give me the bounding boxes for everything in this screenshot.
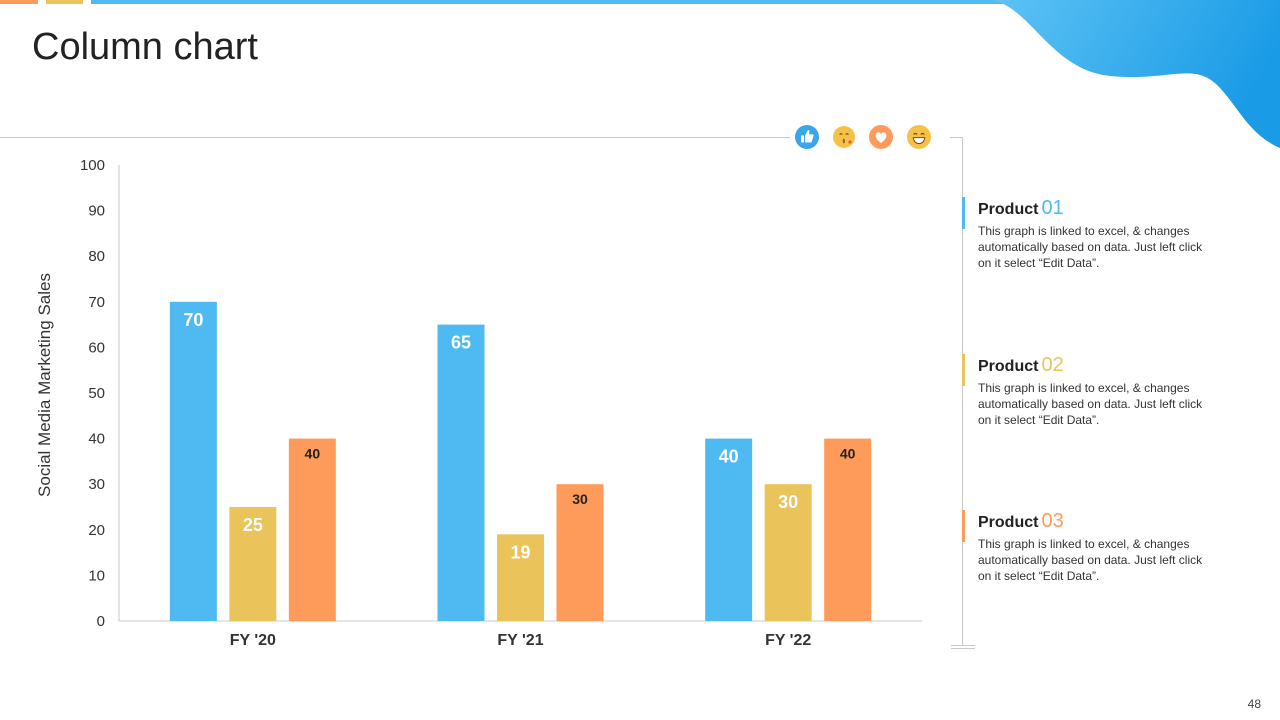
legend-number: 01 [1041, 197, 1064, 219]
x-axis-ticks: FY '20 FY '21 FY '22 [230, 632, 812, 649]
bar [705, 438, 753, 621]
legend-number: 02 [1041, 354, 1064, 376]
bar [497, 534, 544, 621]
divider-base-mark [951, 645, 975, 646]
y-tick-label: 90 [88, 203, 105, 220]
legend-heading: Product 03 [978, 510, 1064, 533]
divider-base-mark [951, 648, 975, 649]
bar [824, 438, 872, 621]
page-title: Column chart [32, 26, 258, 68]
bar-value-label: 65 [451, 333, 471, 353]
y-axis-ticks: 0 10 20 30 40 50 60 70 80 90 100 [80, 157, 105, 630]
bar-value-label: 30 [778, 492, 798, 512]
header-separator [0, 137, 962, 138]
accent-segment-blue [91, 0, 1280, 4]
bar [556, 484, 604, 621]
y-tick-label: 30 [88, 476, 105, 493]
page-number: 48 [1247, 697, 1261, 711]
data-labels: 70 25 40 65 19 30 40 30 40 [183, 310, 855, 563]
legend-label: Product [978, 514, 1039, 531]
y-tick-label: 10 [88, 567, 105, 584]
y-tick-label: 50 [88, 385, 105, 402]
bar-value-label: 40 [305, 446, 321, 462]
legend-description: This graph is linked to excel, & changes… [978, 224, 1203, 270]
y-tick-label: 60 [88, 339, 105, 356]
y-tick-label: 40 [88, 431, 105, 448]
x-tick-label: FY '20 [230, 632, 276, 649]
bar [437, 324, 485, 621]
x-tick-label: FY '21 [497, 632, 543, 649]
bar [169, 301, 217, 621]
bar-series [169, 301, 872, 621]
reaction-icons [790, 122, 950, 152]
legend-color-bar [962, 354, 965, 386]
legend-heading: Product 02 [978, 354, 1064, 377]
y-tick-label: 20 [88, 522, 105, 539]
kiss-emoji-icon [833, 126, 855, 148]
y-tick-label: 0 [97, 613, 105, 630]
legend-divider-line [962, 137, 963, 645]
legend-description: This graph is linked to excel, & changes… [978, 537, 1203, 583]
y-tick-label: 100 [80, 157, 105, 174]
bar [229, 507, 277, 621]
accent-segment-orange [0, 0, 38, 4]
legend-description: This graph is linked to excel, & changes… [978, 381, 1203, 427]
bar-value-label: 30 [572, 491, 588, 507]
bar [764, 484, 812, 621]
y-axis-title: Social Media Marketing Sales [35, 273, 54, 497]
bar-value-label: 19 [510, 542, 530, 562]
grin-emoji-icon [907, 125, 931, 149]
bar-value-label: 70 [183, 310, 203, 330]
column-chart: Social Media Marketing Sales 0 10 20 30 40 50… [35, 157, 922, 649]
legend-color-bar [962, 197, 965, 229]
legend-color-bar [962, 510, 965, 542]
bar [288, 438, 336, 621]
bar-value-label: 40 [719, 447, 739, 467]
legend-label: Product [978, 201, 1039, 218]
bar-value-label: 40 [840, 446, 856, 462]
legend-heading: Product 01 [978, 197, 1064, 220]
y-tick-label: 70 [88, 294, 105, 311]
heart-icon [869, 125, 893, 149]
legend-label: Product [978, 358, 1039, 375]
x-tick-label: FY '22 [765, 632, 811, 649]
y-tick-label: 80 [88, 248, 105, 265]
accent-segment-yellow [46, 0, 83, 4]
legend-number: 03 [1041, 510, 1064, 532]
bar-value-label: 25 [243, 515, 263, 535]
decorative-wave [990, 0, 1280, 148]
top-accent-bar [0, 0, 1280, 5]
thumbs-up-icon [795, 125, 819, 149]
